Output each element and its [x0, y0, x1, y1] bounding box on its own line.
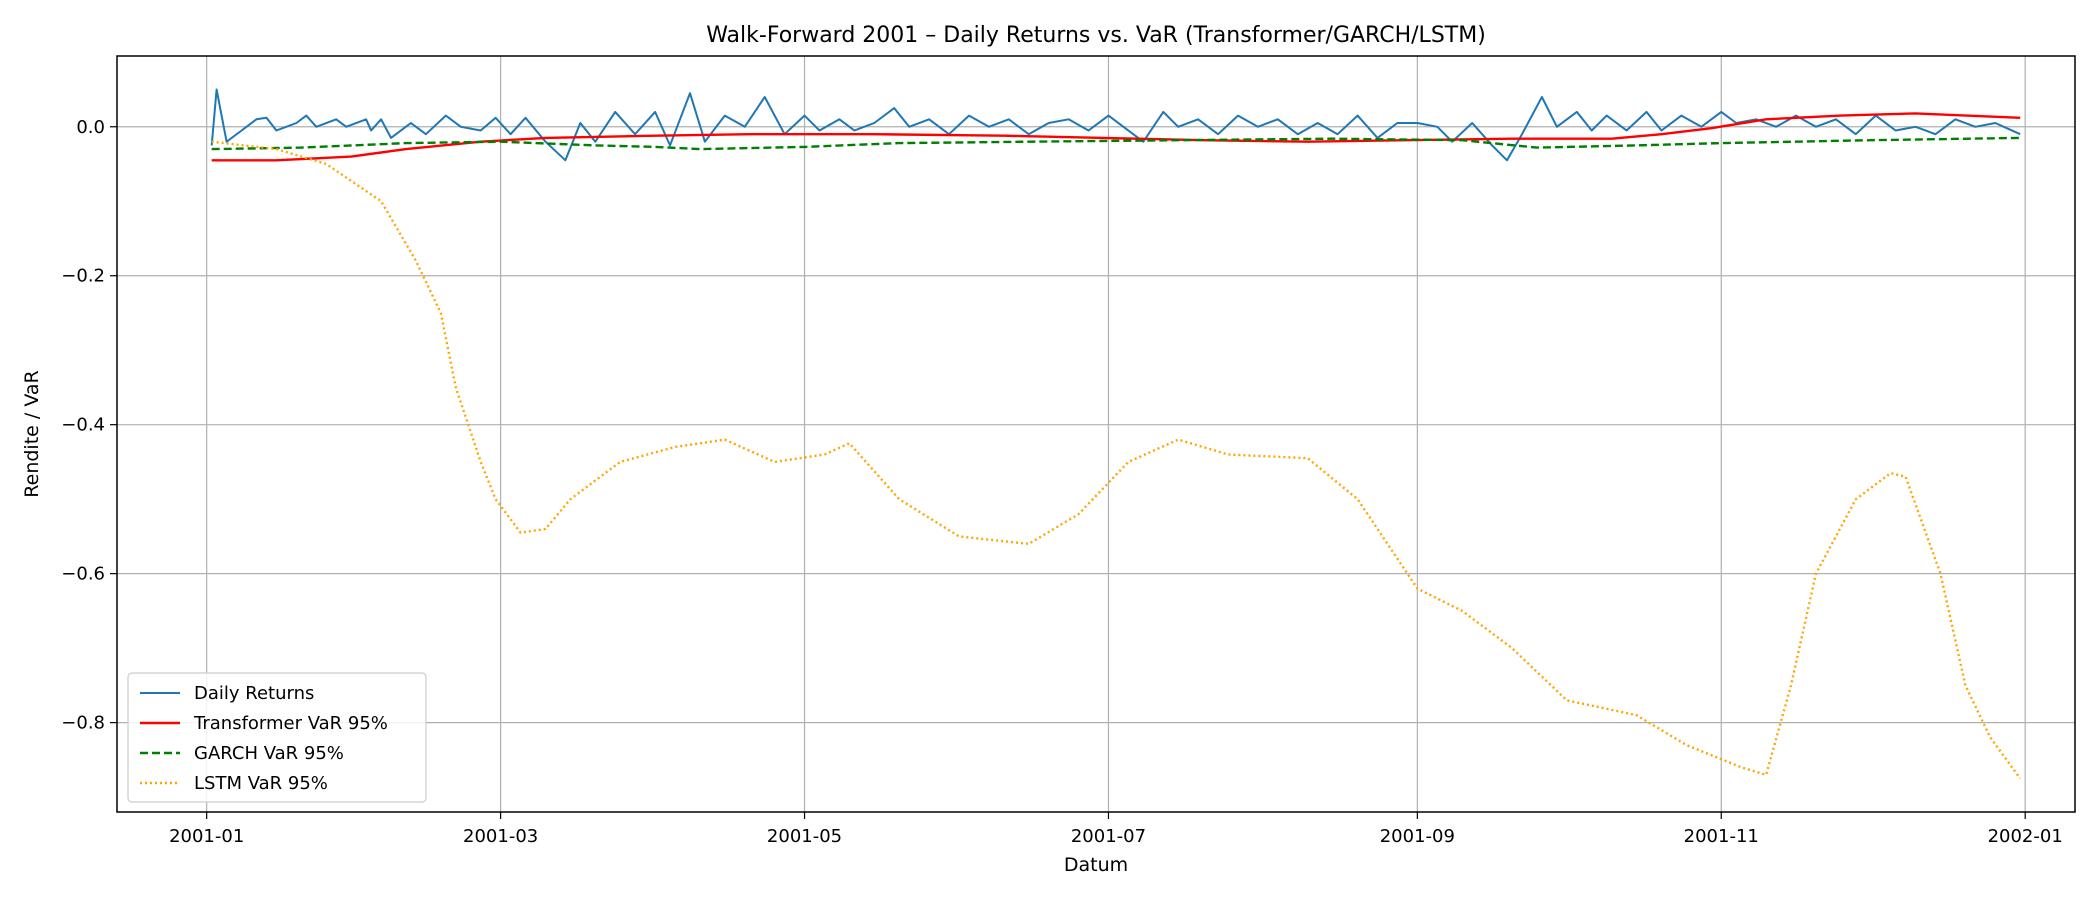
x-tick-label: 2001-01	[169, 826, 244, 847]
x-tick-label: 2001-11	[1684, 826, 1759, 847]
series-line-lstm-var-95	[211, 140, 2022, 780]
x-tick-label: 2001-09	[1380, 826, 1455, 847]
y-axis-label: Rendite / VaR	[21, 370, 43, 497]
x-tick-label: 2001-07	[1071, 826, 1146, 847]
series-line-daily-returns	[210, 88, 2021, 162]
grid	[117, 56, 2075, 812]
x-tick-label: 2002-01	[1988, 826, 2063, 847]
y-tick-label: 0.0	[76, 117, 105, 138]
y-tick-label: −0.4	[61, 415, 105, 436]
y-tick-label: −0.8	[61, 713, 105, 734]
x-tick-label: 2001-03	[463, 826, 538, 847]
legend: Daily Returns Transformer VaR 95% GARCH Va…	[127, 672, 427, 803]
x-tick-label: 2001-05	[767, 826, 842, 847]
y-tick-label: −0.2	[61, 266, 105, 287]
legend-label: Daily Returns	[194, 683, 314, 704]
legend-box	[127, 672, 427, 803]
x-axis: 2001-01 2001-03 2001-05 2001-07 2001-09 2001-…	[169, 812, 2063, 847]
legend-label: GARCH VaR 95%	[194, 743, 344, 764]
legend-label: LSTM VaR 95%	[194, 773, 328, 794]
legend-label: Transformer VaR 95%	[193, 713, 388, 734]
y-axis: 0.0 −0.2 −0.4 −0.6 −0.8	[61, 117, 117, 734]
x-axis-label: Datum	[1064, 854, 1128, 876]
y-tick-label: −0.6	[61, 564, 105, 585]
axes-frame	[116, 55, 2076, 813]
chart-title: Walk-Forward 2001 – Daily Returns vs. Va…	[706, 23, 1486, 48]
series-line-transformer-var-95	[211, 112, 2021, 162]
plot-area	[210, 88, 2022, 780]
